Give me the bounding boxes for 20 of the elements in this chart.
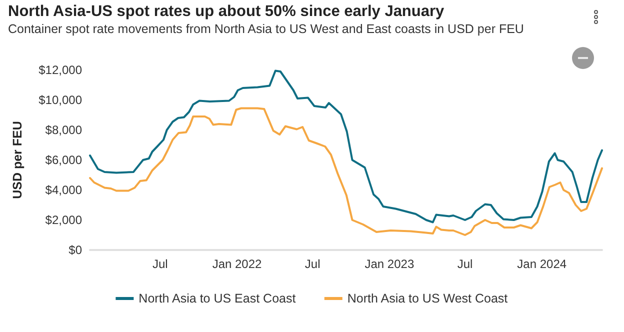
legend-label: North Asia to US West Coast [347, 292, 508, 306]
chart-subtitle: Container spot rate movements from North Asia to US West and East coasts in USD per FEU [8, 22, 524, 36]
line-series [89, 70, 603, 224]
x-tick-label: Jul [152, 257, 168, 271]
x-tick-label: Jul [457, 257, 473, 271]
y-tick-label: $6,000 [45, 153, 82, 167]
y-tick-label: $2,000 [45, 213, 82, 227]
x-tick-label: Jan 2022 [212, 257, 262, 271]
chart-title: North Asia-US spot rates up about 50% since early January [8, 3, 444, 21]
y-tick-label: $8,000 [45, 123, 82, 137]
legend-label: North Asia to US East Coast [138, 292, 296, 306]
y-tick-label: $0 [68, 243, 82, 257]
line-series [89, 107, 603, 236]
x-tick-label: Jan 2024 [517, 257, 567, 271]
y-axis-title: USD per FEU [10, 121, 24, 199]
y-tick-label: $10,000 [38, 93, 82, 107]
x-tick-label: Jul [304, 257, 320, 271]
y-tick-label: $4,000 [45, 183, 82, 197]
y-tick-label: $12,000 [38, 63, 82, 77]
x-tick-label: Jan 2023 [364, 257, 414, 271]
